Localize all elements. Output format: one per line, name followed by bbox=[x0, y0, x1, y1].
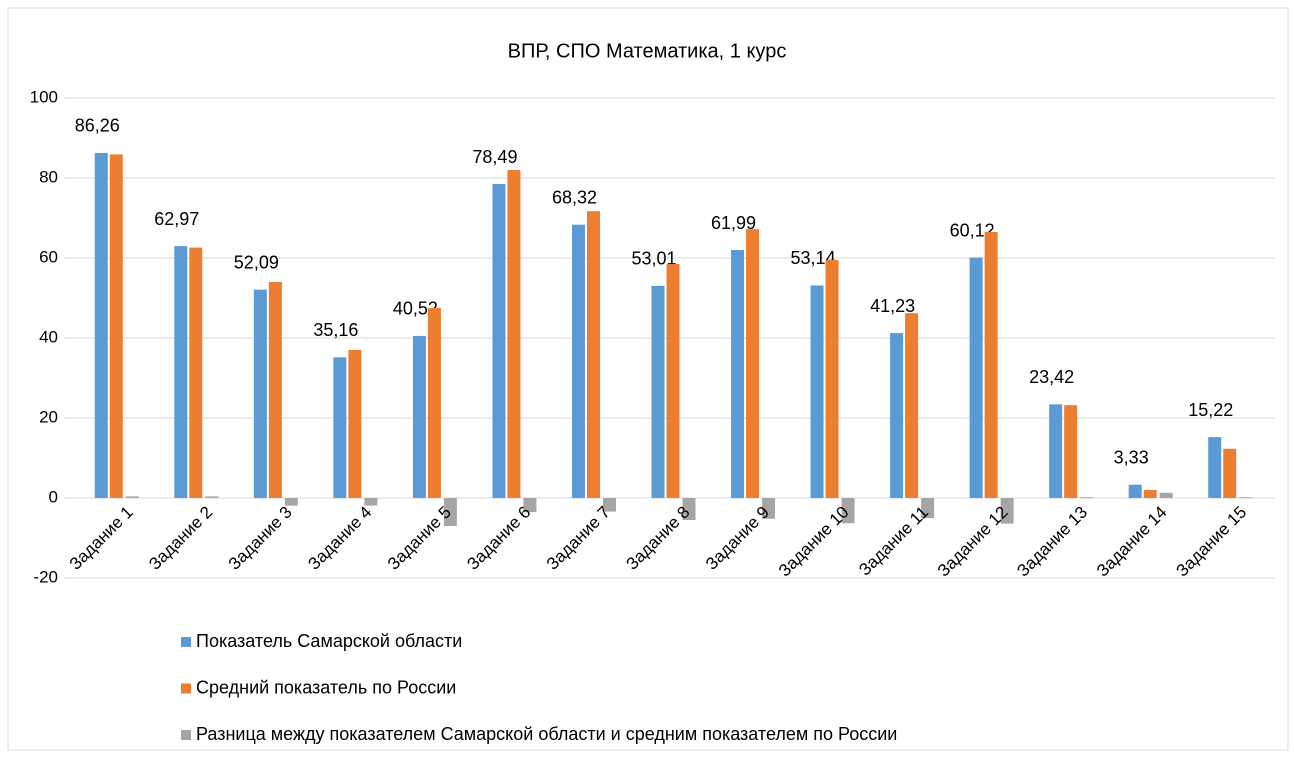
bar bbox=[810, 285, 824, 498]
data-label: 15,22 bbox=[1188, 400, 1233, 420]
bar bbox=[523, 498, 537, 512]
bar bbox=[492, 184, 506, 499]
bar bbox=[1080, 497, 1094, 498]
y-tick-label: -20 bbox=[33, 567, 58, 586]
bar bbox=[205, 496, 219, 498]
bar bbox=[427, 308, 441, 498]
data-label: 3,33 bbox=[1114, 447, 1149, 467]
y-tick-label: 0 bbox=[49, 487, 58, 506]
bar bbox=[125, 496, 139, 498]
y-tick-label: 40 bbox=[39, 327, 58, 346]
data-label: 78,49 bbox=[472, 147, 517, 167]
data-label: 23,42 bbox=[1029, 367, 1074, 387]
bar bbox=[253, 289, 267, 498]
bar bbox=[507, 170, 521, 498]
bar bbox=[1143, 490, 1157, 498]
bar bbox=[762, 498, 776, 519]
legend-label: Показатель Самарской области bbox=[196, 631, 462, 651]
y-tick-label: 20 bbox=[39, 407, 58, 426]
legend-label: Разница между показателем Самарской обла… bbox=[196, 724, 897, 744]
bar bbox=[284, 498, 298, 506]
y-tick-label: 100 bbox=[30, 87, 58, 106]
bar bbox=[825, 260, 839, 498]
data-label: 53,01 bbox=[631, 249, 676, 269]
bar bbox=[1000, 498, 1014, 524]
bar bbox=[1159, 492, 1173, 498]
bar bbox=[348, 350, 362, 498]
data-label: 40,52 bbox=[393, 299, 438, 319]
data-label: 41,23 bbox=[870, 296, 915, 316]
bar bbox=[333, 357, 347, 498]
data-label: 61,99 bbox=[711, 213, 756, 233]
bar bbox=[1208, 437, 1222, 498]
bar bbox=[905, 313, 919, 498]
bar bbox=[651, 285, 665, 498]
bar bbox=[921, 498, 935, 518]
y-tick-label: 60 bbox=[39, 247, 58, 266]
legend-swatch bbox=[181, 637, 191, 647]
chart-title: ВПР, СПО Математика, 1 курс bbox=[508, 40, 787, 62]
bar bbox=[666, 264, 680, 498]
bar bbox=[731, 250, 745, 498]
bar bbox=[682, 498, 696, 520]
legend-swatch bbox=[181, 730, 191, 740]
bar bbox=[746, 229, 760, 498]
y-tick-label: 80 bbox=[39, 167, 58, 186]
bar bbox=[443, 498, 457, 526]
bar bbox=[1128, 484, 1142, 498]
data-label: 53,14 bbox=[791, 248, 836, 268]
data-label: 86,26 bbox=[75, 116, 120, 136]
bar bbox=[109, 154, 123, 498]
chart-border bbox=[7, 7, 1289, 751]
bar bbox=[969, 257, 983, 498]
bar bbox=[1239, 497, 1253, 498]
data-label: 60,12 bbox=[950, 220, 995, 240]
bar bbox=[268, 282, 282, 498]
bar bbox=[571, 224, 585, 498]
bar bbox=[364, 498, 378, 506]
bar bbox=[841, 498, 855, 524]
bar bbox=[189, 247, 203, 498]
bar bbox=[412, 335, 426, 498]
bar bbox=[890, 333, 904, 498]
bar bbox=[1223, 448, 1237, 498]
bar bbox=[1064, 405, 1078, 498]
data-label: 68,32 bbox=[552, 187, 597, 207]
bar bbox=[174, 246, 188, 498]
bar bbox=[984, 232, 998, 498]
data-label: 52,09 bbox=[234, 252, 279, 272]
bar bbox=[602, 498, 616, 512]
legend-swatch bbox=[181, 683, 191, 694]
bar bbox=[1049, 404, 1063, 498]
data-label: 62,97 bbox=[154, 209, 199, 229]
bar bbox=[94, 152, 108, 498]
data-label: 35,16 bbox=[313, 320, 358, 340]
legend-label: Средний показатель по России bbox=[196, 677, 456, 697]
bar bbox=[586, 211, 600, 498]
